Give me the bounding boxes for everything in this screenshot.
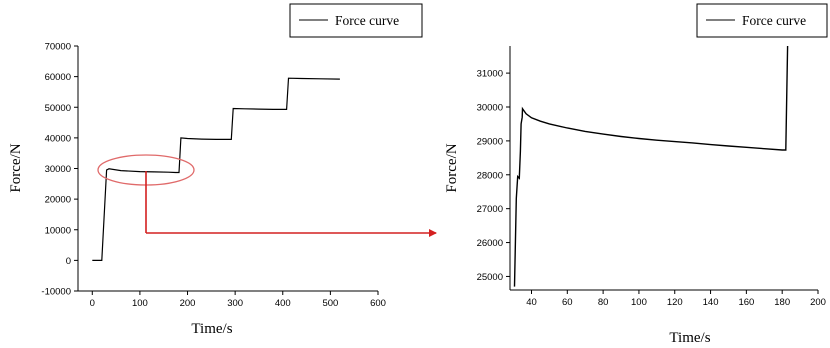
- left-chart: -10000 0 10000 20000 30000 40000 50000 60000 700…: [8, 3, 423, 337]
- right-y-tick-label: 31000: [477, 69, 503, 80]
- right-x-label: Time/s: [669, 330, 710, 346]
- left-y-label: Force/N: [8, 143, 24, 192]
- right-y-tick-label: 30000: [477, 103, 503, 114]
- right-y-tick-label: 28000: [477, 170, 503, 181]
- right-x-tick-label: 140: [703, 297, 719, 308]
- right-series-line: [513, 45, 789, 287]
- right-y-tick-label: 27000: [477, 204, 503, 215]
- right-y-label: Force/N: [444, 143, 460, 192]
- left-x-tick-label: 100: [132, 298, 148, 309]
- left-legend-label: Force curve: [335, 13, 399, 28]
- right-y-ticks: 25000 26000 27000 28000 29000 30000 31000: [477, 69, 510, 283]
- left-x-tick-label: 200: [180, 298, 196, 309]
- right-x-tick-label: 180: [774, 297, 790, 308]
- right-chart: 25000 26000 27000 28000 29000 30000 31000 40 60…: [444, 3, 828, 346]
- left-y-tick-label: 10000: [45, 225, 71, 236]
- right-y-tick-label: 25000: [477, 272, 503, 283]
- left-y-tick-label: 30000: [45, 164, 71, 175]
- right-x-tick-label: 120: [667, 297, 683, 308]
- right-x-tick-label: 60: [562, 297, 573, 308]
- right-x-tick-label: 80: [598, 297, 609, 308]
- right-plot-area: [509, 46, 818, 291]
- left-x-tick-label: 400: [275, 298, 291, 309]
- right-legend-label: Force curve: [742, 13, 806, 28]
- left-x-tick-label: 300: [227, 298, 243, 309]
- right-y-tick-label: 26000: [477, 238, 503, 249]
- right-x-ticks: 40 60 80 100 120 140 160 180 200: [526, 290, 826, 308]
- left-legend: Force curve: [289, 3, 423, 38]
- left-y-tick-label: 20000: [45, 195, 71, 206]
- left-x-tick-label: 0: [90, 298, 95, 309]
- left-y-tick-label: 60000: [45, 72, 71, 83]
- left-y-tick-label: 70000: [45, 42, 71, 53]
- left-x-tick-label: 500: [322, 298, 338, 309]
- left-series-line: [92, 77, 340, 261]
- left-plot-area: [77, 46, 378, 292]
- left-y-tick-label: 0: [66, 256, 71, 267]
- left-x-ticks: 0 100 200 300 400 500 600: [90, 291, 386, 309]
- zoom-arrow: [145, 171, 437, 237]
- left-y-tick-label: 50000: [45, 103, 71, 114]
- left-x-label: Time/s: [191, 321, 232, 337]
- left-y-tick-label: -10000: [41, 287, 71, 298]
- right-y-tick-label: 29000: [477, 136, 503, 147]
- left-y-ticks: -10000 0 10000 20000 30000 40000 50000 60000 700…: [41, 42, 78, 298]
- right-x-tick-label: 160: [738, 297, 754, 308]
- right-legend: Force curve: [696, 3, 828, 38]
- left-y-tick-label: 40000: [45, 133, 71, 144]
- left-x-tick-label: 600: [370, 298, 386, 309]
- right-x-tick-label: 40: [526, 297, 537, 308]
- right-x-tick-label: 200: [810, 297, 826, 308]
- right-x-tick-label: 100: [631, 297, 647, 308]
